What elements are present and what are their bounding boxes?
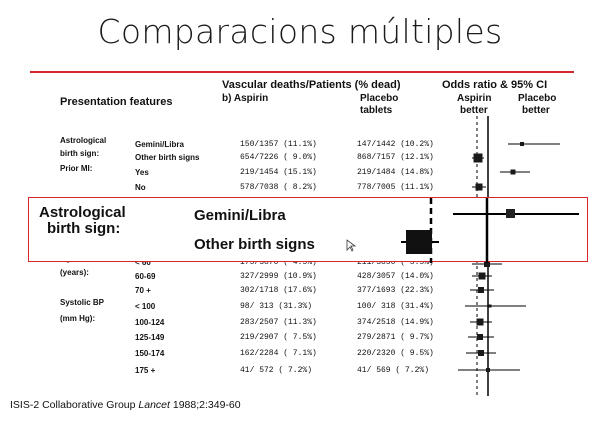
header-aspirin: b) Aspirin xyxy=(222,93,269,104)
zoom-plot xyxy=(346,198,579,263)
row-placebo-value: 279/2871 ( 9.7%) xyxy=(357,333,434,342)
header-odds-ratio: Odds ratio & 95% CI xyxy=(442,79,548,91)
citation: ISIS-2 Collaborative Group Lancet 1988;2… xyxy=(10,399,241,411)
row-placebo-value: 100/ 318 (31.4%) xyxy=(357,302,434,311)
row-aspirin-value: 327/2999 (10.9%) xyxy=(240,272,317,281)
row-placebo-value: 219/1484 (14.8%) xyxy=(357,168,434,177)
row-placebo-value: 428/3057 (14.0%) xyxy=(357,272,434,281)
header-aspirin-better-2: better xyxy=(460,105,488,116)
title-underline xyxy=(30,71,574,73)
row-aspirin-value: 41/ 572 ( 7.2%) xyxy=(240,366,313,375)
row-aspirin-value: 150/1357 (11.1%) xyxy=(240,140,317,149)
row-placebo-value: 147/1442 (10.2%) xyxy=(357,140,434,149)
row-subgroup-label: 125-149 xyxy=(135,333,165,342)
row-subgroup-label: 70 + xyxy=(135,286,151,295)
header-aspirin-better-1: Aspirin xyxy=(457,93,492,104)
row-placebo-value: 211/3850 ( 5.5%) xyxy=(357,258,434,267)
header-presentation-features: Presentation features xyxy=(60,96,173,108)
zoom-other-birth-signs: Other birth signs xyxy=(194,236,315,253)
point-estimate-square xyxy=(476,318,484,326)
row-placebo-value: 377/1693 (22.3%) xyxy=(357,286,434,295)
row-subgroup-label: 150-174 xyxy=(135,349,165,358)
row-aspirin-value: 98/ 313 (31.3%) xyxy=(240,302,313,311)
header-placebo-1: Placebo xyxy=(360,93,399,104)
cursor-icon xyxy=(346,239,357,252)
header-placebo-better-2: better xyxy=(522,105,550,116)
citation-suffix: 1988;2:349-60 xyxy=(169,399,241,411)
row-subgroup-label: 60-69 xyxy=(135,272,156,281)
row-aspirin-value: 219/1454 (15.1%) xyxy=(240,168,317,177)
point-estimate-square xyxy=(477,334,483,340)
point-estimate-square xyxy=(520,142,524,146)
zoom-square-other xyxy=(406,230,432,254)
row-placebo-value: 374/2518 (14.9%) xyxy=(357,318,434,327)
row-subgroup-label: Gemini/Libra xyxy=(135,140,184,149)
plot-marks xyxy=(458,142,560,372)
row-subgroup-label: Other birth signs xyxy=(135,153,200,162)
row-subgroup-label: Yes xyxy=(135,168,149,177)
point-estimate-square xyxy=(478,272,486,280)
row-group-label: Systolic BP xyxy=(60,298,105,307)
point-estimate-square xyxy=(510,169,516,175)
row-group-label: (mm Hg): xyxy=(60,314,96,323)
row-subgroup-label: < 100 xyxy=(135,302,156,311)
zoom-group-label-1: Astrological xyxy=(39,204,126,221)
row-aspirin-value: 219/2907 ( 7.5%) xyxy=(240,333,317,342)
row-placebo-value: 41/ 569 ( 7.2%) xyxy=(357,366,430,375)
zoom-square-gemini xyxy=(506,209,515,218)
citation-prefix: ISIS-2 Collaborative Group xyxy=(10,399,139,411)
header-placebo-2: tablets xyxy=(360,105,393,116)
row-placebo-value: 868/7157 (12.1%) xyxy=(357,153,434,162)
point-estimate-square xyxy=(488,304,492,308)
point-estimate-square xyxy=(478,287,484,293)
row-aspirin-value: 283/2507 (11.3%) xyxy=(240,318,317,327)
slide-title: Comparacions múltiples xyxy=(97,12,503,51)
header-vascular-deaths: Vascular deaths/Patients (% dead) xyxy=(222,79,401,91)
point-estimate-square xyxy=(475,183,483,191)
point-estimate-square xyxy=(473,153,483,163)
point-estimate-square xyxy=(478,350,484,356)
header-placebo-better-1: Placebo xyxy=(518,93,557,104)
row-group-label: Prior MI: xyxy=(60,164,93,173)
row-group-label: (years): xyxy=(60,268,89,277)
row-subgroup-label: No xyxy=(135,183,146,192)
row-group-label: birth sign: xyxy=(60,149,100,158)
row-subgroup-label: 175 + xyxy=(135,366,156,375)
row-aspirin-value: 654/7226 ( 9.0%) xyxy=(240,153,317,162)
row-subgroup-label: 100-124 xyxy=(135,318,165,327)
row-aspirin-value: 302/1718 (17.6%) xyxy=(240,286,317,295)
row-subgroup-label: < 60 xyxy=(135,258,151,267)
row-placebo-value: 220/2320 ( 9.5%) xyxy=(357,349,434,358)
zoom-gemini-libra: Gemini/Libra xyxy=(194,207,286,224)
row-group-label: Astrological xyxy=(60,136,107,145)
point-estimate-square xyxy=(484,261,490,267)
zoom-group-label-2: birth sign: xyxy=(47,220,121,237)
row-aspirin-value: 578/7038 ( 8.2%) xyxy=(240,183,317,192)
citation-journal: Lancet xyxy=(138,399,170,411)
row-aspirin-value: 162/2284 ( 7.1%) xyxy=(240,349,317,358)
point-estimate-square xyxy=(486,368,490,372)
row-placebo-value: 778/7005 (11.1%) xyxy=(357,183,434,192)
row-aspirin-value: 175/3870 ( 4.5%) xyxy=(240,258,317,267)
zoom-callout: Astrological birth sign: Gemini/Libra Ot… xyxy=(28,197,588,263)
